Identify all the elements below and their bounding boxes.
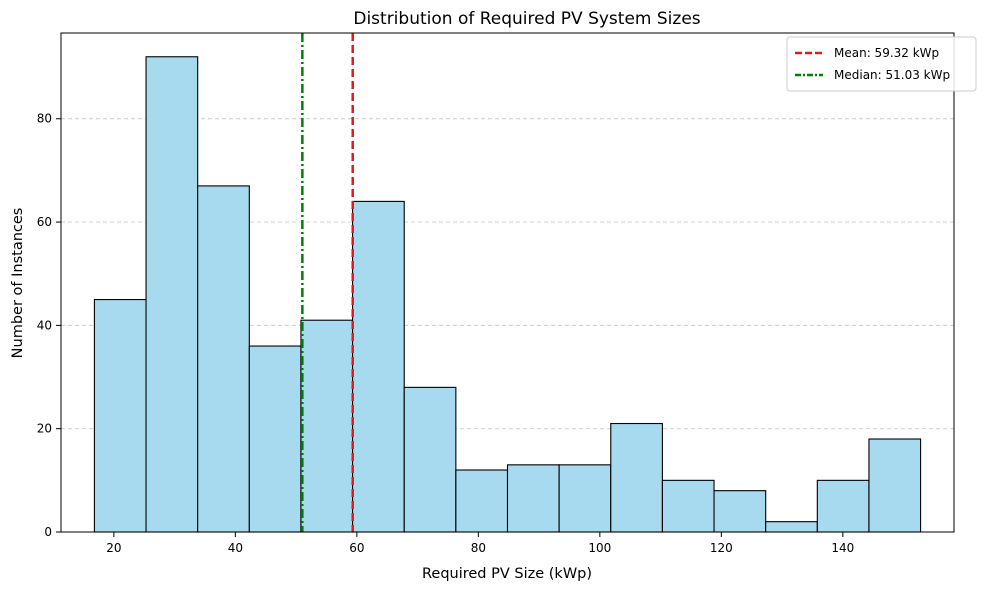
x-tick-label-2: 60 bbox=[349, 541, 364, 555]
x-axis-label: Required PV Size (kWp) bbox=[422, 566, 592, 582]
legend-median-label: Median: 51.03 kWp bbox=[834, 68, 950, 82]
x-tick-label-3: 80 bbox=[471, 541, 486, 555]
y-tick-label-4: 80 bbox=[37, 112, 52, 126]
histogram-bar-0 bbox=[93, 298, 147, 533]
histogram-bar-2 bbox=[197, 185, 250, 533]
x-tick-label-0: 20 bbox=[106, 541, 121, 555]
y-axis-ticks: 0 20 40 60 80 bbox=[37, 112, 61, 539]
legend-box bbox=[786, 36, 977, 92]
histogram-bar-13 bbox=[765, 521, 818, 533]
y-tick-label-3: 60 bbox=[37, 215, 52, 229]
legend-mean-label: Mean: 59.32 kWp bbox=[834, 46, 939, 60]
histogram-bar-8 bbox=[506, 464, 560, 533]
x-tick-label-4: 100 bbox=[588, 541, 611, 555]
histogram-bars bbox=[93, 56, 922, 533]
y-tick-label-1: 20 bbox=[37, 422, 52, 436]
x-axis-ticks: 20 40 60 80 100 120 140 bbox=[106, 532, 854, 555]
reference-lines bbox=[301, 33, 354, 532]
x-tick-label-5: 120 bbox=[710, 541, 733, 555]
plot-frame bbox=[60, 32, 955, 533]
y-axis-label: Number of Instances bbox=[10, 208, 26, 359]
histogram-bar-9 bbox=[558, 464, 612, 533]
legend: Mean: 59.32 kWp Median: 51.03 kWp bbox=[786, 36, 977, 92]
x-tick-label-1: 40 bbox=[228, 541, 243, 555]
y-tick-label-2: 40 bbox=[37, 318, 52, 332]
y-tick-label-0: 0 bbox=[44, 525, 52, 539]
histogram-bar-5 bbox=[352, 200, 405, 533]
histogram-bar-10 bbox=[610, 422, 663, 533]
histogram-bar-4 bbox=[300, 319, 354, 533]
histogram-bar-11 bbox=[661, 479, 715, 533]
histogram-bar-3 bbox=[248, 345, 302, 533]
chart-title: Distribution of Required PV System Sizes bbox=[353, 9, 700, 29]
histogram-bar-12 bbox=[713, 490, 767, 533]
histogram-bar-1 bbox=[145, 56, 199, 533]
histogram-bar-15 bbox=[868, 438, 922, 533]
x-tick-label-6: 140 bbox=[831, 541, 854, 555]
histogram-bar-6 bbox=[403, 386, 457, 533]
histogram-bar-14 bbox=[816, 479, 870, 533]
histogram-bar-7 bbox=[455, 469, 509, 533]
